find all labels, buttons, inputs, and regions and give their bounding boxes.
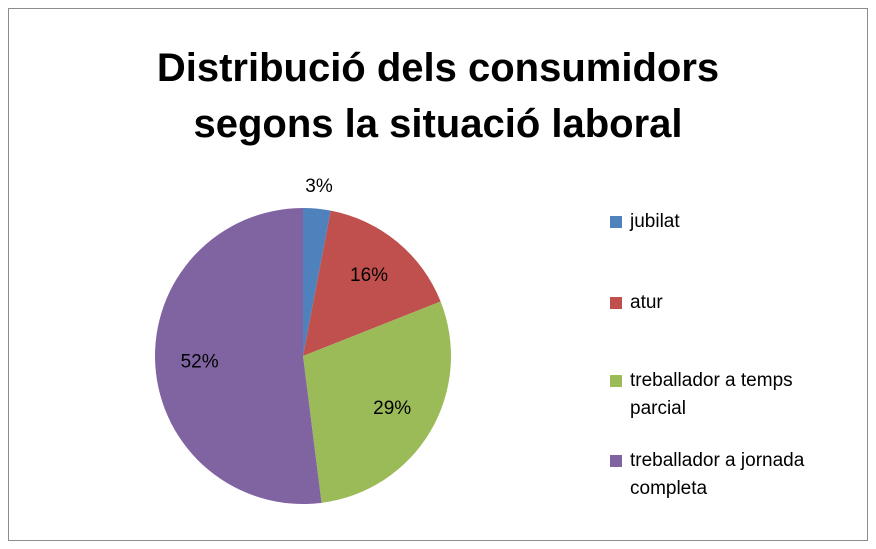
data-label: 29% <box>373 398 411 419</box>
legend-item: atur <box>610 289 840 317</box>
data-label: 16% <box>350 265 388 286</box>
data-label: 52% <box>181 352 219 373</box>
pie-slice <box>155 208 322 504</box>
legend-label: treballador a jornada completa <box>630 450 805 499</box>
legend-swatch <box>610 375 622 387</box>
legend-swatch <box>610 216 622 228</box>
legend-label: treballador a temps parcial <box>630 370 793 419</box>
legend-item: treballador a temps parcial <box>610 367 840 423</box>
legend-label: jubilat <box>630 211 680 232</box>
legend-item: jubilat <box>610 208 840 236</box>
chart-frame <box>8 8 868 541</box>
legend-swatch <box>610 297 622 309</box>
pie-slice <box>303 210 441 356</box>
chart-title: Distribució dels consumidors segons la s… <box>156 46 720 146</box>
legend-label: atur <box>630 292 663 313</box>
data-label: 3% <box>305 176 333 197</box>
legend-swatch <box>610 455 622 467</box>
pie-slice <box>303 301 452 503</box>
legend-item: treballador a jornada completa <box>610 447 840 503</box>
pie-slice <box>303 208 331 356</box>
